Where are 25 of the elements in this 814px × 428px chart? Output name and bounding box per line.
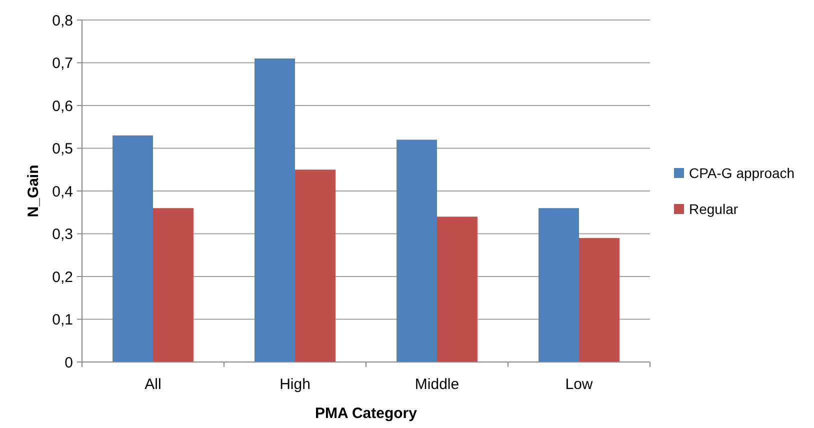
y-tick-label: 0,2 xyxy=(52,268,73,286)
y-tick-label: 0,7 xyxy=(52,55,73,72)
x-tick-label: All xyxy=(144,376,162,393)
bar xyxy=(538,208,579,362)
x-tick-label: Middle xyxy=(414,376,460,393)
legend-label: Regular xyxy=(689,200,738,217)
x-tick-label: Low xyxy=(565,376,593,393)
bar xyxy=(396,140,437,362)
bar xyxy=(153,208,194,362)
y-tick-label: 0,6 xyxy=(52,98,73,115)
y-tick-label: 0,4 xyxy=(52,183,73,200)
y-tick-label: 0 xyxy=(64,354,73,372)
y-tick-label: 0,8 xyxy=(52,12,73,30)
bar xyxy=(295,170,336,362)
bar xyxy=(579,238,620,362)
y-tick-label: 0,5 xyxy=(52,140,73,158)
legend-label: CPA-G approach xyxy=(689,164,795,181)
bar xyxy=(437,216,478,362)
y-tick-label: 0,1 xyxy=(52,312,73,328)
bar xyxy=(112,135,153,362)
x-tick-label: High xyxy=(280,376,310,393)
y-axis-title: N_Gain xyxy=(25,164,42,218)
y-tick-label: 0,3 xyxy=(52,226,73,243)
x-axis-title: PMA Category xyxy=(315,405,418,422)
bar xyxy=(254,58,295,362)
